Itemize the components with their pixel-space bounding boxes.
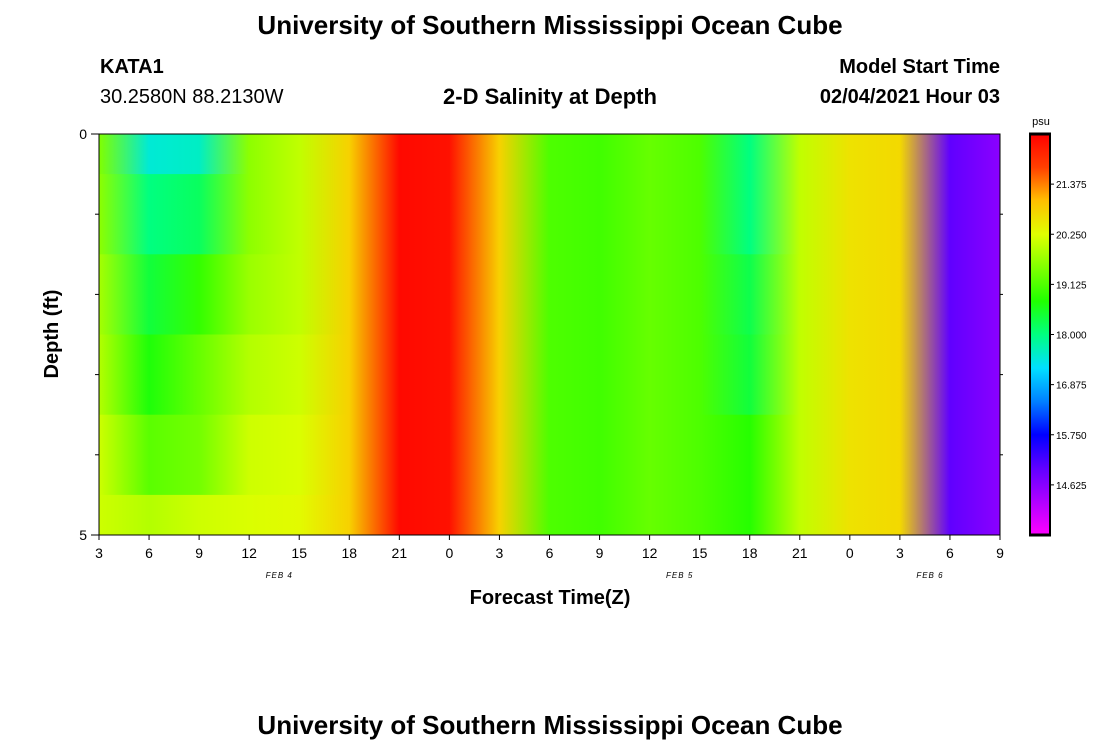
x-tick-label: 3 [95, 545, 103, 561]
colorbar-tick-label: 21.375 [1056, 180, 1087, 191]
colorbar-gradient [1029, 133, 1051, 536]
x-axis-label: Forecast Time(Z) [470, 587, 631, 609]
x-tick-label: 18 [742, 545, 758, 561]
x-tick-label: 0 [445, 545, 453, 561]
x-tick-label: 21 [392, 545, 408, 561]
heatmap-row [99, 254, 1000, 335]
heatmap-row [99, 414, 1000, 496]
colorbar-tick-label: 18.000 [1056, 331, 1087, 342]
y-axis-label: Depth (ft) [41, 290, 63, 379]
station-coords: 30.2580N 88.2130W [100, 86, 284, 108]
x-tick-label: 15 [692, 545, 708, 561]
y-tick-label: 5 [79, 527, 87, 543]
heatmap-row [99, 494, 1000, 536]
date-label: FEB 5 [666, 571, 693, 580]
page-title: University of Southern Mississippi Ocean… [257, 10, 843, 40]
colorbar-tick-label: 20.250 [1056, 230, 1087, 241]
y-tick-label: 0 [79, 126, 87, 142]
x-tick-label: 12 [241, 545, 257, 561]
model-start-label: Model Start Time [839, 56, 1000, 78]
axes-layer: 3 6 9 12 15 18 21 0 3 6 9 12 15 18 21 0 3 6 9 FEB 4 FEB 5 FEB… [79, 126, 1004, 580]
colorbar-tick-label: 15.750 [1056, 431, 1087, 442]
x-tick-label: 15 [291, 545, 307, 561]
x-tick-label: 21 [792, 545, 808, 561]
colorbar-units: psu [1032, 116, 1050, 128]
chart-title: 2-D Salinity at Depth [443, 84, 657, 109]
heatmap-row [99, 134, 1000, 175]
colorbar: 21.375 20.250 19.125 18.000 16.875 15.750 14.6… [1029, 132, 1087, 537]
x-tick-label: 12 [642, 545, 658, 561]
heatmap-row [99, 174, 1000, 255]
heatmap-layer [99, 134, 1000, 536]
x-tick-label: 9 [596, 545, 604, 561]
x-tick-label: 6 [145, 545, 153, 561]
x-tick-label: 18 [341, 545, 357, 561]
x-tick-label: 3 [496, 545, 504, 561]
x-tick-label: 6 [946, 545, 954, 561]
model-start-time: 02/04/2021 Hour 03 [819, 86, 1000, 108]
x-tick-label: 3 [896, 545, 904, 561]
x-tick-label: 6 [546, 545, 554, 561]
date-label: FEB 6 [916, 571, 943, 580]
date-label: FEB 4 [266, 571, 293, 580]
footer-title: University of Southern Mississippi Ocean… [257, 710, 843, 740]
colorbar-tick-label: 14.625 [1056, 481, 1087, 492]
x-tick-label: 9 [996, 545, 1004, 561]
colorbar-tick-label: 16.875 [1056, 381, 1087, 392]
x-tick-label: 0 [846, 545, 854, 561]
colorbar-tick-label: 19.125 [1056, 280, 1087, 291]
x-tick-label: 9 [195, 545, 203, 561]
heatmap-row [99, 334, 1000, 416]
station-id: KATA1 [100, 56, 164, 78]
